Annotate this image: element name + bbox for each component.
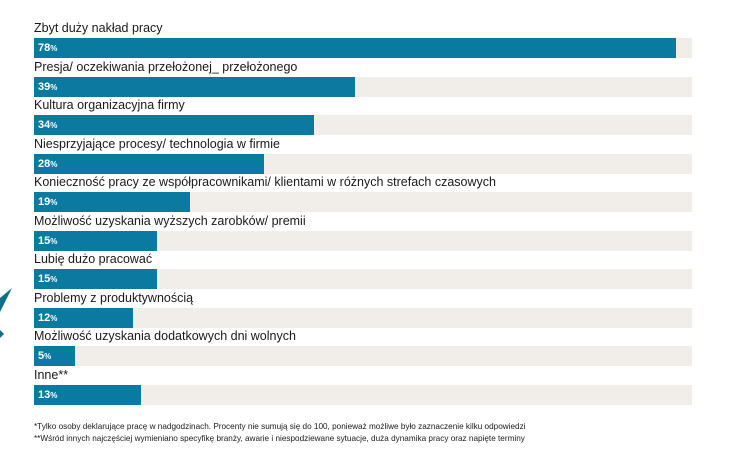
bar: 12% [34,307,133,328]
bar-chart: Zbyt duży nakład pracy 78% Presja/ oczekiw… [34,20,692,405]
bar-track: 19% [34,192,692,212]
bar: 39% [34,76,355,97]
footnotes: *Tylko osoby deklarujące pracę w nadgodz… [34,421,724,445]
decorative-chevron-icon [0,288,12,338]
chart-row: Inne** 13% [34,367,692,405]
data-label-unit: % [50,313,58,323]
bar-track: 34% [34,115,692,135]
bar-track: 13% [34,384,692,405]
bar: 5% [34,346,76,366]
data-label-value: 12 [38,311,51,324]
category-label: Niesprzyjające procesy/ technologia w fi… [34,136,280,151]
bar-track: 15% [34,230,692,251]
category-label: Zbyt duży nakład pracy [34,21,163,35]
bar-track: 15% [34,269,692,289]
data-label: 5% [38,346,51,366]
bar-track: 78% [34,38,692,58]
data-label-unit: % [50,198,58,207]
chart-row: Presja/ oczekiwania przełożonej_ przełoż… [34,59,692,97]
data-label-value: 15 [38,273,51,285]
chart-row: Konieczność pracy ze współpracownikami/ … [34,174,692,212]
data-label-unit: % [50,390,58,400]
data-label-unit: % [50,82,58,92]
chart-row: Zbyt duży nakład pracy 78% [34,20,692,58]
bar: 28% [34,153,265,174]
bar: 15% [34,269,158,289]
bar: 13% [34,384,141,405]
data-label-unit: % [50,159,58,169]
data-label: 34% [38,115,57,135]
bar-track: 5% [34,346,692,366]
data-label-value: 19 [38,196,51,208]
data-label: 12% [38,308,57,328]
data-label-value: 15 [38,234,51,247]
category-label: Możliwość uzyskania dodatkowych dni woln… [34,329,296,343]
chart-row: Niesprzyjające procesy/ technologia w fi… [34,136,692,174]
footnote-1: *Tylko osoby deklarujące pracę w nadgodz… [34,422,526,431]
data-label-value: 78 [38,42,51,54]
bar: 15% [34,230,158,251]
chart-row: Możliwość uzyskania dodatkowych dni woln… [34,328,692,366]
data-label-value: 28 [38,157,51,170]
data-label: 15% [38,269,57,289]
data-label: 39% [38,77,57,97]
bar: 19% [34,192,191,212]
bar: 78% [34,38,676,58]
data-label-unit: % [44,352,52,361]
data-label-value: 39 [38,80,51,93]
category-label: Presja/ oczekiwania przełożonej_ przełoż… [34,59,298,74]
data-label: 15% [38,231,57,251]
chart-row: Lubię dużo pracować 15% [34,251,692,289]
category-label: Problemy z produktywnością [34,290,194,305]
footnote-2: **Wśród innych najczęściej wymieniano sp… [34,434,525,443]
bar-track: 39% [34,76,692,97]
data-label: 28% [38,154,57,174]
category-label: Kultura organizacyjna firmy [34,98,185,112]
data-label-value: 5 [38,350,45,362]
data-label-unit: % [50,121,58,130]
chart-row: Możliwość uzyskania wyższych zarobków/ p… [34,213,692,251]
data-label: 13% [38,385,57,405]
data-label-value: 34 [38,119,51,131]
category-label: Inne** [34,367,69,382]
data-label: 78% [38,38,57,58]
data-label-unit: % [50,236,58,246]
chart-row: Kultura organizacyjna firmy 34% [34,97,692,135]
data-label-unit: % [50,44,58,53]
data-label-unit: % [50,275,58,284]
category-label: Lubię dużo pracować [34,252,153,266]
bar-track: 12% [34,307,692,328]
category-label: Możliwość uzyskania wyższych zarobków/ p… [34,213,306,228]
bar: 34% [34,115,314,135]
category-label: Konieczność pracy ze współpracownikami/ … [34,175,496,189]
bar-track: 28% [34,153,692,174]
data-label-value: 13 [38,388,51,401]
chart-row: Problemy z produktywnością 12% [34,290,692,328]
data-label: 19% [38,192,57,212]
